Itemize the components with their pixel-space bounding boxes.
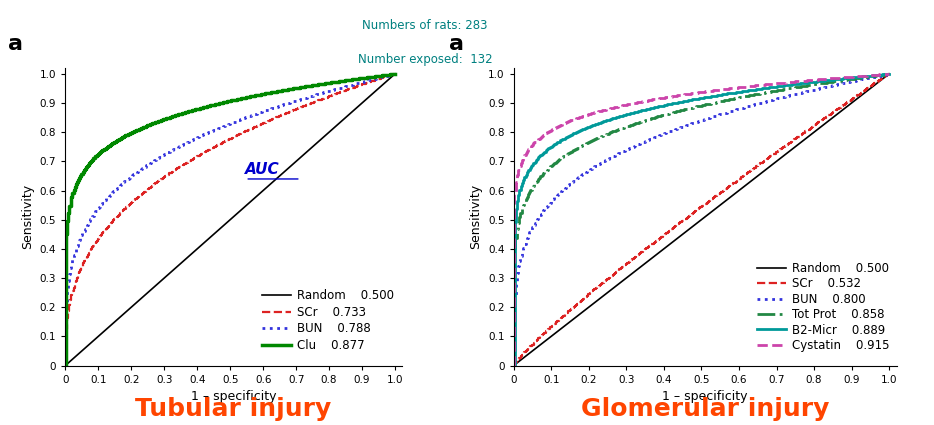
Text: Numbers of rats: 283: Numbers of rats: 283 [362,19,488,32]
Text: Tubular injury: Tubular injury [135,397,332,421]
X-axis label: 1 – specificity: 1 – specificity [191,390,276,403]
Text: Glomerular injury: Glomerular injury [581,397,829,421]
Legend: Random    0.500, SCr    0.532, BUN    0.800, Tot Prot    0.858, B2-Micr    0.889: Random 0.500, SCr 0.532, BUN 0.800, Tot … [752,258,895,357]
Text: a: a [448,34,463,54]
X-axis label: 1 – specificity: 1 – specificity [662,390,748,403]
Legend: Random    0.500, SCr    0.733, BUN    0.788, Clu    0.877: Random 0.500, SCr 0.733, BUN 0.788, Clu … [257,285,399,357]
Y-axis label: Sensitivity: Sensitivity [470,184,483,249]
Y-axis label: Sensitivity: Sensitivity [21,184,35,249]
Text: Number exposed:  132: Number exposed: 132 [358,53,492,66]
Text: AUC: AUC [246,162,280,177]
Text: a: a [8,34,23,54]
